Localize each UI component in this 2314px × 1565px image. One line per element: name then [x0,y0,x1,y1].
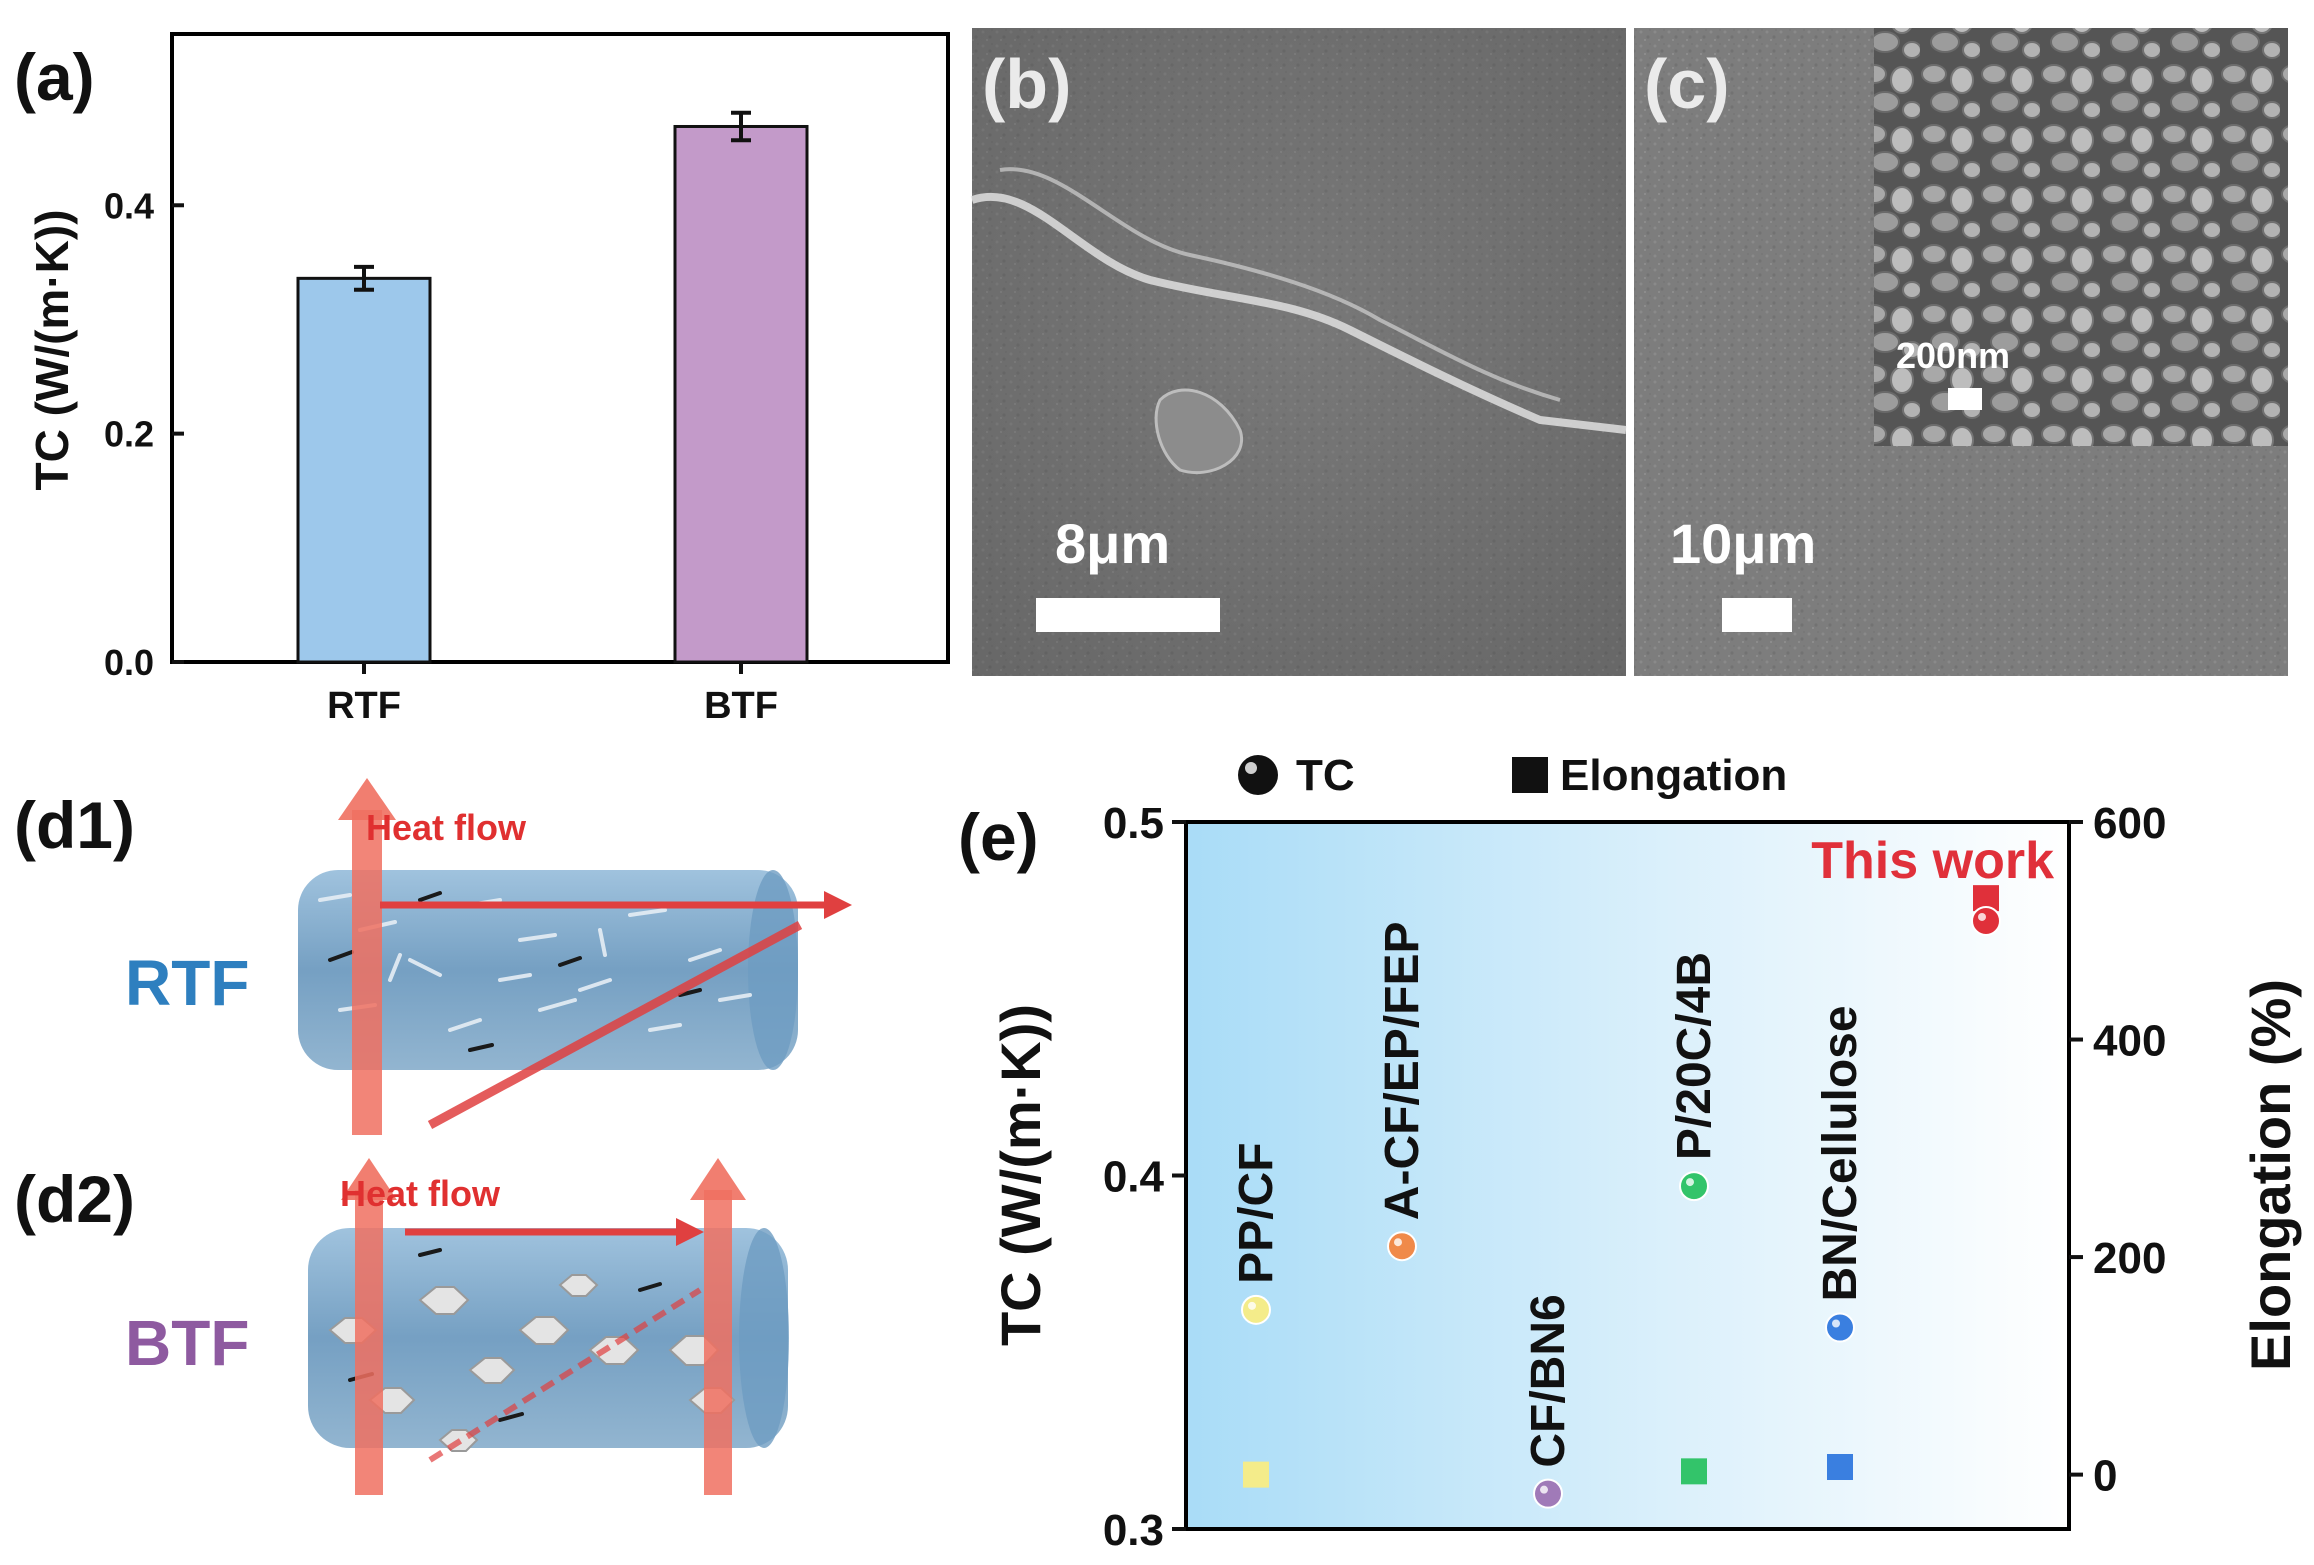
e-right-tick-label: 0 [2093,1452,2117,1501]
point-label-bn-cellulose: BN/Cellulose [1814,1005,1867,1301]
panel-b-label: (b) [982,45,1071,123]
point-label-pp-cf: PP/CF [1230,1142,1283,1283]
e-right-tick-label: 200 [2093,1234,2166,1283]
panel-d2-label: (d2) [14,1162,135,1236]
panel-e-legend: TC Elongation [1238,751,1787,800]
panel-e-plot-background [1186,822,2069,1529]
sem-c-inset-scale-text: 200nm [1896,335,2010,376]
a-xtick-label: BTF [704,685,778,727]
tc-point-pp-cf [1241,1294,1271,1325]
panel-d1-schematic: (d1) Heat flow RTF [14,778,852,1135]
bar-btf [673,124,809,664]
legend-tc-marker [1238,755,1278,795]
sem-c-scale-bar [1722,598,1792,632]
a-ytick-label: 0.2 [104,414,154,455]
point-label-cf-bn6: CF/BN6 [1522,1294,1575,1467]
rtf-heat-arrow-shaft [352,810,382,1135]
panel-e-label: (e) [958,800,1039,874]
tc-point-a-cf-ep-fep [1387,1231,1417,1262]
tc-point-this-work [1971,905,2001,936]
btf-heat-arrow-left-head [341,1158,397,1200]
sem-b-scale-bar [1036,598,1220,632]
e-right-tick-label: 600 [2093,799,2166,848]
btf-heat-arrow-right-head [690,1158,746,1200]
this-work-label: This work [1811,832,2054,890]
btf-name-label: BTF [125,1307,249,1379]
tc-point-cf-bn6 [1533,1478,1563,1509]
btf-heat-arrow-left-shaft [355,1190,383,1495]
e-left-tick-label: 0.5 [1103,799,1164,848]
panel-c-sem-image: (c) 10μm 200nm [1634,28,2288,676]
bar-rtf [296,276,432,664]
panel-c-label: (c) [1644,45,1730,123]
panel-a-bar-chart: (a) 0.0 0.2 0.4 RTF BTF TC (W/(m·K)) [14,32,950,727]
point-label-a-cf-ep-fep: A-CF/EP/FEP [1376,922,1429,1221]
tc-point-bn-cellulose [1825,1312,1855,1343]
panel-e-right-axis-title: Elongation (%) [2239,979,2302,1371]
btf-heat-arrow-right-shaft [704,1190,732,1495]
btf-heat-flow-label: Heat flow [340,1173,501,1214]
panel-a-frame [170,32,950,664]
elongation-point-p-20c-4b [1681,1458,1707,1485]
a-xtick-label: RTF [327,685,401,727]
panel-d2-schematic: (d2) Heat flow BTF [14,1158,789,1495]
panel-b-sem-image: (b) 8μm [970,28,1627,676]
sem-c-inset [1874,28,2288,446]
sem-c-inset-scale-bar [1948,388,1982,410]
sem-c-scale-text: 10μm [1670,512,1816,575]
point-label-p-20c-4b: P/20C/4B [1668,952,1721,1160]
tc-point-p-20c-4b [1679,1171,1709,1202]
a-ytick-label: 0.0 [104,642,154,683]
e-left-tick-label: 0.4 [1103,1153,1165,1202]
rtf-diagonal-path [427,921,803,1129]
elongation-point-pp-cf [1243,1461,1269,1488]
panel-a-y-axis-title: TC (W/(m·K)) [26,209,78,490]
panel-e-left-axis-title: TC (W/(m·K)) [989,1004,1052,1346]
legend-elongation-marker [1512,757,1548,793]
e-right-tick-label: 400 [2093,1017,2166,1066]
elongation-point-bn-cellulose [1827,1454,1853,1481]
sem-b-ridge [970,192,1627,434]
panel-e-comparison-chart: (e) TC Elongation 0.3 0.4 0.5 0 200 400 600 P… [958,751,2302,1555]
panel-d1-label: (d1) [14,788,135,862]
a-ytick-label: 0.4 [104,185,154,226]
legend-tc-label: TC [1296,751,1355,800]
rtf-cylinder [298,870,798,1070]
rtf-heat-flow-label: Heat flow [366,807,527,848]
rtf-heat-arrow-head [338,778,396,820]
legend-elongation-label: Elongation [1560,751,1787,800]
rtf-name-label: RTF [125,947,249,1019]
error-bar-btf [731,110,751,143]
e-left-tick-label: 0.3 [1103,1506,1164,1555]
error-bar-rtf [354,264,374,292]
sem-b-scale-text: 8μm [1055,512,1170,575]
panel-a-label: (a) [14,40,95,114]
